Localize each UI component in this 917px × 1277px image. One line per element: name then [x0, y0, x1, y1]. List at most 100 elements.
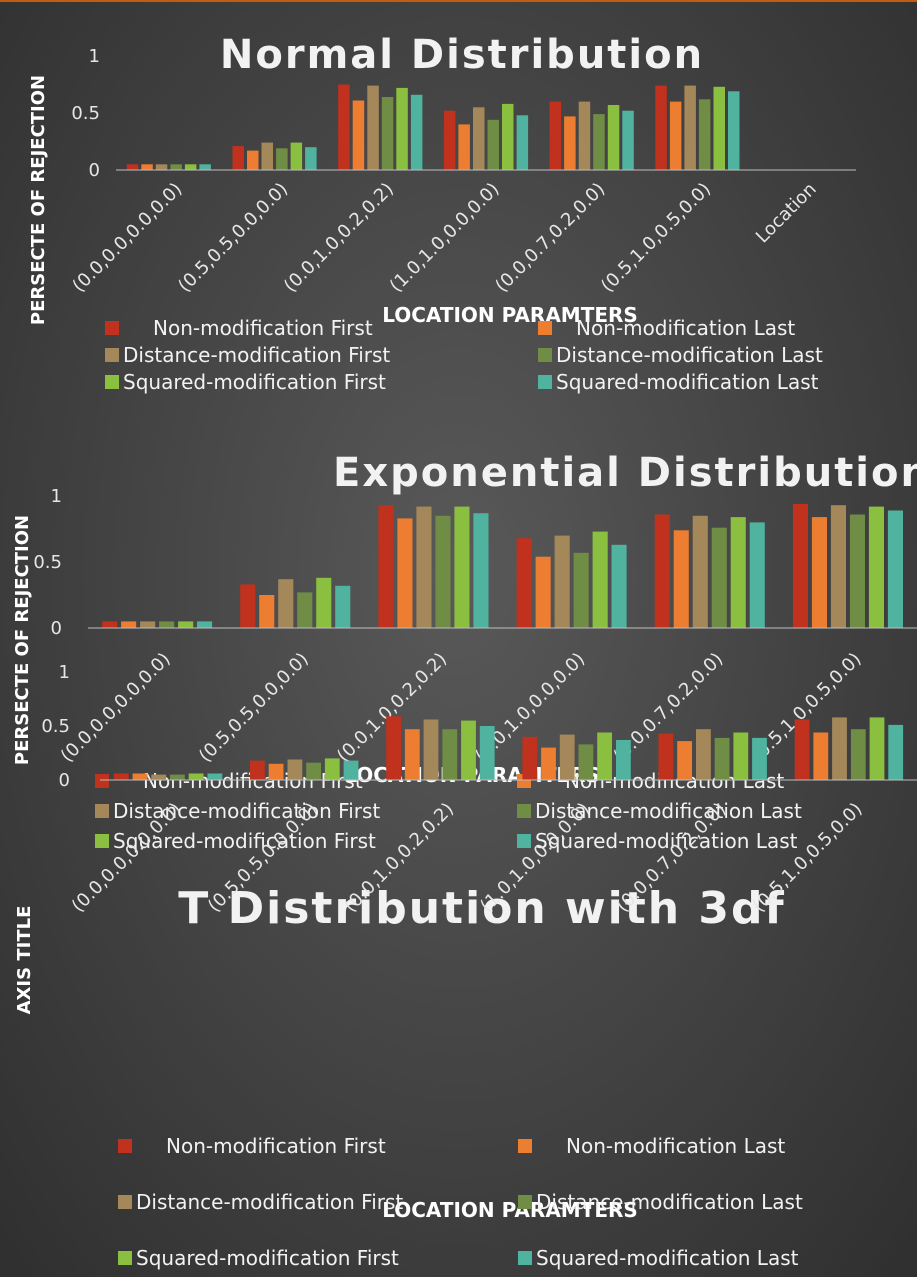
bar	[261, 142, 273, 170]
x-axis-title: LOCATION PARAMTERS	[382, 303, 638, 327]
y-tick-label: 0	[51, 618, 62, 639]
bar	[316, 577, 332, 628]
y-tick-label: 0.5	[33, 552, 62, 573]
legend-swatch	[518, 1251, 532, 1265]
bar	[343, 760, 359, 780]
bar	[232, 146, 244, 170]
bar	[297, 592, 313, 628]
bar	[516, 538, 532, 628]
legend-entry: Distance-modification First	[113, 799, 380, 823]
bar	[749, 522, 765, 628]
legend-swatch	[518, 1195, 532, 1209]
bar	[554, 535, 570, 628]
bar	[352, 100, 365, 170]
category-label: (0.0,0.7,0.2,0.0)	[609, 649, 727, 767]
chart-title: T Distribution with 3df	[178, 883, 785, 934]
bar	[454, 506, 470, 628]
legend-swatch	[517, 774, 531, 788]
bar	[549, 101, 562, 170]
legend-entry: Squared-modification First	[136, 1246, 399, 1270]
bar	[792, 503, 808, 628]
legend-swatch	[538, 375, 552, 389]
bar	[578, 101, 591, 170]
legend-swatch	[105, 348, 119, 362]
bar	[559, 734, 575, 780]
bar	[159, 621, 175, 628]
bar	[487, 119, 499, 170]
category-label: (0.0,0.0,0.0,0.0)	[68, 799, 186, 917]
bar	[522, 736, 538, 780]
bar	[207, 773, 223, 780]
bar	[306, 762, 321, 780]
y-tick-label: 0.5	[41, 716, 70, 737]
legend-entry: Squared-modification Last	[536, 1246, 799, 1270]
bar	[140, 621, 156, 628]
bar	[684, 85, 696, 170]
bar	[479, 726, 495, 780]
y-tick-label: 1	[89, 46, 100, 67]
x-axis-title: LOCATION PARAMTERS	[382, 1198, 638, 1222]
legend-swatch	[518, 1139, 532, 1153]
bar	[305, 147, 317, 170]
category-label: (0.0,1.0,0.2,0.2)	[280, 179, 398, 297]
bar	[473, 513, 489, 628]
legend-entry: Distance-modification First	[136, 1190, 403, 1214]
y-tick-label: 0.5	[71, 103, 100, 124]
bar	[367, 85, 379, 170]
bar	[655, 85, 667, 170]
bar	[616, 740, 631, 780]
category-label: (1.0,1.0,0.0,0.0)	[471, 649, 589, 767]
bar	[692, 515, 708, 628]
legend-swatch	[538, 348, 552, 362]
legend-entry: Non-modification First	[143, 769, 363, 793]
bar	[268, 763, 284, 780]
legend-entry: Squared-modification Last	[556, 370, 819, 394]
bar	[126, 164, 139, 170]
category-label: (0.5,0.5,0.0,0.0)	[195, 649, 313, 767]
bar	[868, 506, 884, 628]
legend-entry: Non-modification First	[153, 316, 373, 340]
bar	[592, 531, 608, 628]
bar	[733, 732, 749, 780]
bar	[259, 595, 275, 628]
bar	[564, 116, 576, 170]
legend-entry: Distance-modification Last	[556, 343, 823, 367]
bar	[473, 107, 485, 170]
bar	[335, 585, 351, 628]
bar	[276, 148, 288, 170]
chart-title: Exponential Distribution	[333, 450, 917, 496]
bar	[730, 517, 746, 628]
bar	[832, 717, 847, 780]
category-label: (0.5,1.0,0.5,0.0)	[749, 799, 867, 917]
bar	[155, 164, 168, 170]
bar	[869, 717, 885, 780]
bar	[435, 515, 451, 628]
bar	[573, 552, 589, 628]
legend-entry: Distance-modification Last	[536, 1190, 803, 1214]
bar	[397, 518, 413, 628]
bar	[728, 91, 740, 170]
legend-swatch	[118, 1251, 132, 1265]
bar	[711, 527, 727, 628]
legend-entry: Squared-modification Last	[535, 829, 798, 853]
bar	[423, 719, 439, 780]
bar	[290, 142, 303, 170]
bar	[184, 164, 197, 170]
legend-swatch	[517, 804, 531, 818]
y-tick-label: 1	[59, 662, 70, 683]
bar	[141, 164, 153, 170]
category-label: (0.5,1.0,0.5,0.0)	[748, 649, 866, 767]
bar	[102, 621, 118, 628]
legend-entry: Non-modification First	[166, 1134, 386, 1158]
category-label: (0.0,0.7,0.2,0.0)	[612, 799, 730, 917]
legend-swatch	[105, 375, 119, 389]
legend-entry: Distance-modification Last	[535, 799, 802, 823]
bar	[386, 716, 401, 780]
bar	[593, 114, 605, 170]
bar	[197, 621, 213, 628]
y-axis-title: PERSECTE OF REJECTION	[28, 75, 49, 325]
bar	[811, 517, 827, 628]
legend-entry: Non-modification Last	[566, 1134, 785, 1158]
category-label: Location	[752, 179, 821, 248]
category-label: (0.5,0.5,0.0,0.0)	[204, 799, 322, 917]
